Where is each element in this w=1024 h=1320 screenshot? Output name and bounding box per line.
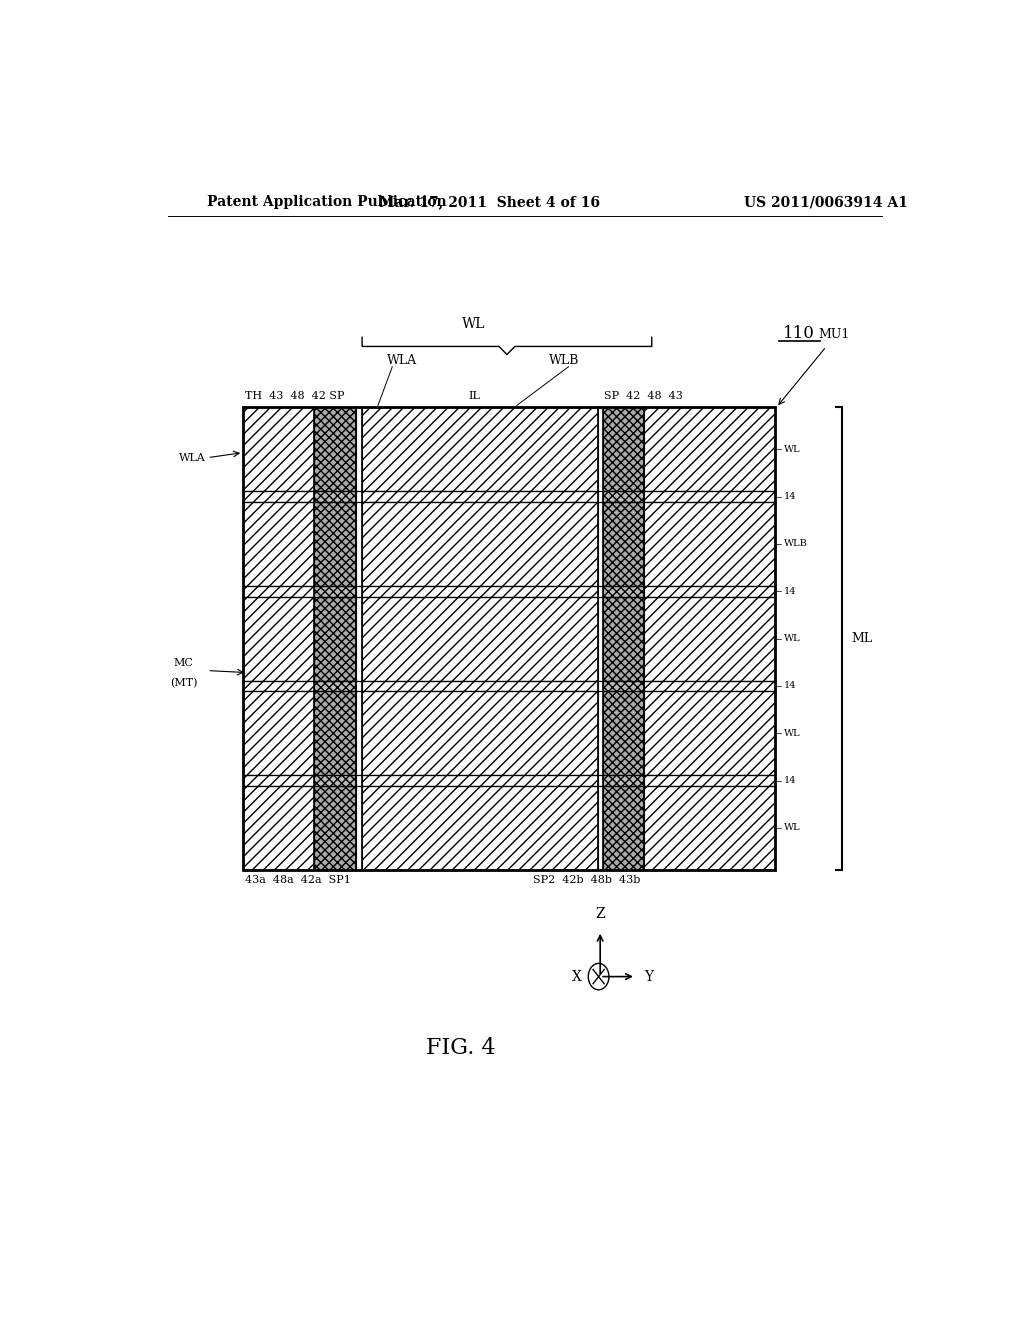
Bar [243, 597, 314, 681]
Text: TH  43  48  42 SP: TH 43 48 42 SP [246, 391, 345, 401]
Text: Patent Application Publication: Patent Application Publication [207, 195, 447, 209]
Bar [602, 775, 644, 787]
Text: WL: WL [784, 445, 801, 454]
Text: MU1: MU1 [818, 329, 850, 342]
Text: WLA: WLA [387, 354, 417, 367]
Bar [243, 787, 314, 870]
Bar [243, 491, 314, 502]
Text: Mar. 17, 2011  Sheet 4 of 16: Mar. 17, 2011 Sheet 4 of 16 [379, 195, 600, 209]
Bar [602, 597, 644, 681]
Bar [314, 692, 355, 775]
Bar [362, 597, 598, 681]
Bar [644, 597, 775, 681]
Bar [602, 586, 644, 597]
Bar [644, 491, 775, 502]
Text: 110: 110 [782, 325, 814, 342]
Bar [314, 502, 355, 586]
Text: 14: 14 [784, 681, 797, 690]
Bar [644, 586, 775, 597]
Bar [243, 408, 775, 870]
Bar [644, 681, 775, 692]
Text: 14: 14 [784, 776, 797, 785]
Bar [644, 775, 775, 787]
Text: X: X [572, 970, 582, 983]
Bar [602, 502, 644, 586]
Text: ML: ML [852, 632, 872, 645]
Bar [362, 408, 598, 491]
Text: WLA: WLA [179, 453, 206, 463]
Bar [314, 408, 355, 491]
Bar [644, 692, 775, 775]
Text: (MT): (MT) [170, 677, 198, 688]
Text: SP2  42b  48b  43b: SP2 42b 48b 43b [532, 875, 640, 884]
Bar [362, 681, 598, 692]
Bar [362, 586, 598, 597]
Bar [362, 775, 598, 787]
Text: MC: MC [174, 657, 194, 668]
Bar [314, 491, 355, 502]
Text: SP  42  48  43: SP 42 48 43 [604, 391, 683, 401]
Text: FIG. 4: FIG. 4 [427, 1036, 496, 1059]
Bar [602, 787, 644, 870]
Text: WL: WL [784, 729, 801, 738]
Bar [602, 692, 644, 775]
Text: Z: Z [595, 907, 605, 921]
Bar [362, 692, 598, 775]
Bar [644, 502, 775, 586]
Bar [362, 502, 598, 586]
Bar [314, 775, 355, 787]
Text: WL: WL [462, 317, 485, 331]
Text: WLB: WLB [784, 540, 808, 549]
Text: 43a  48a  42a  SP1: 43a 48a 42a SP1 [246, 875, 351, 884]
Bar [314, 586, 355, 597]
Bar [644, 408, 775, 491]
Bar [314, 597, 355, 681]
Bar [602, 681, 644, 692]
Text: 14: 14 [784, 492, 797, 502]
Bar [602, 408, 644, 491]
Text: WLB: WLB [549, 354, 580, 367]
Text: Y: Y [644, 970, 653, 983]
Text: IL: IL [469, 391, 480, 401]
Bar [602, 491, 644, 502]
Bar [243, 586, 314, 597]
Bar [362, 787, 598, 870]
Bar [243, 408, 314, 491]
Text: 14: 14 [784, 587, 797, 595]
Bar [644, 787, 775, 870]
Text: WL: WL [784, 634, 801, 643]
Bar [243, 502, 314, 586]
Bar [243, 681, 314, 692]
Bar [243, 775, 314, 787]
Text: US 2011/0063914 A1: US 2011/0063914 A1 [744, 195, 908, 209]
Text: WL: WL [784, 824, 801, 833]
Bar [314, 681, 355, 692]
Bar [362, 491, 598, 502]
Bar [243, 692, 314, 775]
Bar [314, 787, 355, 870]
